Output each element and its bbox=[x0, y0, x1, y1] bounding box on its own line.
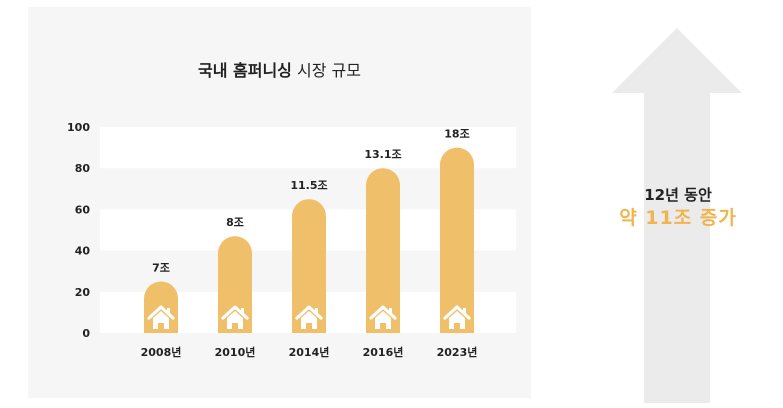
value-label: 11.5조 bbox=[290, 179, 327, 192]
value-label: 13.1조 bbox=[364, 148, 401, 161]
callout-growth: 약 11조 증가 bbox=[619, 207, 737, 229]
callout-period: 12년 동안 bbox=[644, 186, 712, 204]
bar bbox=[292, 199, 326, 333]
chart-title-bold: 국내 홈퍼니싱 bbox=[198, 61, 292, 80]
chart-panel: 국내 홈퍼니싱 시장 규모 0 20 40 60 80 100 7조 2008년 8조 2010년… bbox=[28, 7, 531, 398]
house-icon bbox=[443, 305, 471, 329]
x-tick-label: 2008년 bbox=[141, 345, 182, 359]
y-tick-label: 0 bbox=[82, 327, 90, 340]
y-tick-label: 80 bbox=[75, 162, 91, 175]
value-label: 8조 bbox=[226, 216, 244, 229]
chart-title-rest: 시장 규모 bbox=[297, 61, 361, 80]
y-tick-label: 20 bbox=[75, 286, 91, 299]
x-tick-label: 2010년 bbox=[215, 345, 256, 359]
x-tick-label: 2014년 bbox=[289, 345, 330, 359]
x-tick-label: 2023년 bbox=[437, 345, 478, 359]
y-tick-label: 40 bbox=[75, 245, 91, 258]
house-icon bbox=[369, 305, 397, 329]
house-icon bbox=[221, 305, 249, 329]
chart-title: 국내 홈퍼니싱 시장 규모 bbox=[28, 57, 531, 81]
up-arrow-icon bbox=[612, 28, 742, 403]
value-label: 7조 bbox=[152, 262, 170, 275]
bar-chart: 0 20 40 60 80 100 7조 2008년 8조 2010년 11.5조 2014년 13.1… bbox=[67, 121, 516, 359]
y-tick-label: 100 bbox=[67, 121, 90, 134]
y-tick-label: 60 bbox=[75, 203, 91, 216]
house-icon bbox=[295, 305, 323, 329]
x-tick-label: 2016년 bbox=[363, 345, 404, 359]
house-icon bbox=[147, 305, 175, 329]
bar bbox=[440, 147, 474, 333]
bar bbox=[366, 168, 400, 333]
growth-callout: 12년 동안 약 11조 증가 bbox=[583, 185, 773, 231]
value-label: 18조 bbox=[444, 128, 469, 141]
